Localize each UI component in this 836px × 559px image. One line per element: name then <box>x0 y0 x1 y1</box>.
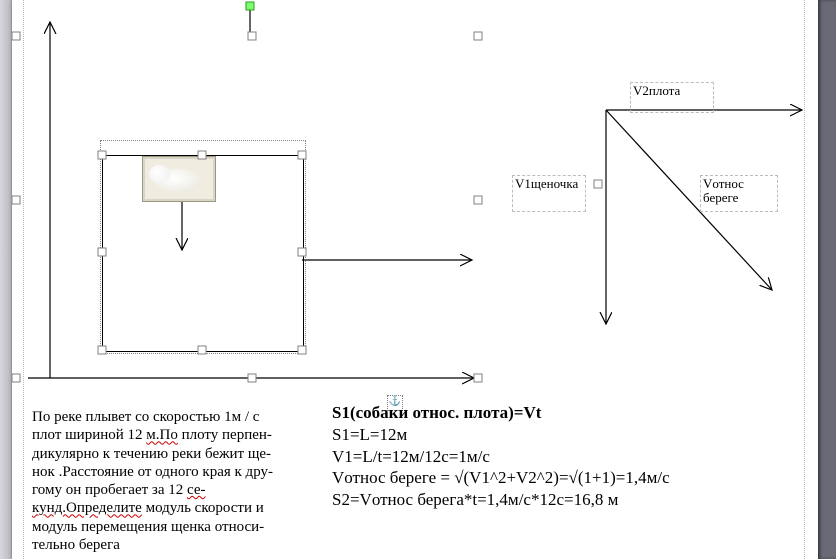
resize-handle[interactable] <box>474 196 483 205</box>
gutter-right <box>818 0 836 559</box>
resize-handle[interactable] <box>98 346 107 355</box>
viewport: V2плота V1щеночка Vотнос береге ⚓ По рек… <box>0 0 836 559</box>
resize-handle[interactable] <box>12 196 21 205</box>
resize-handle[interactable] <box>98 151 107 160</box>
resize-handle[interactable] <box>12 32 21 41</box>
rotation-handle[interactable] <box>246 2 255 11</box>
label-v-rel-shore[interactable]: Vотнос береге <box>700 175 778 212</box>
label-v2-plot[interactable]: V2плота <box>630 82 714 113</box>
resize-handle[interactable] <box>12 374 21 383</box>
solution-text[interactable]: S1(собаки относ. плота)=VtS1=L=12мV1=L/t… <box>332 402 812 511</box>
page[interactable]: V2плота V1щеночка Vотнос береге ⚓ По рек… <box>12 0 818 559</box>
gutter-left <box>0 0 12 559</box>
resize-handle[interactable] <box>474 374 483 383</box>
resize-handle[interactable] <box>248 32 257 41</box>
resize-handle[interactable] <box>298 151 307 160</box>
resize-handle[interactable] <box>98 248 107 257</box>
problem-text[interactable]: По реке плывет со скоростью 1м / сплот ш… <box>32 408 307 554</box>
label-text: V1щеночка <box>515 176 578 191</box>
resize-handle[interactable] <box>594 180 603 189</box>
resize-handle[interactable] <box>248 374 257 383</box>
margin-left-guide <box>23 0 24 559</box>
resize-handle[interactable] <box>298 346 307 355</box>
resize-handle[interactable] <box>198 346 207 355</box>
label-text: V2плота <box>633 83 680 98</box>
puppy-image[interactable] <box>142 156 216 202</box>
resize-handle[interactable] <box>198 151 207 160</box>
label-text: Vотнос береге <box>703 176 744 205</box>
resize-handle[interactable] <box>474 32 483 41</box>
label-v1-puppy[interactable]: V1щеночка <box>512 175 586 212</box>
resize-handle[interactable] <box>298 248 307 257</box>
